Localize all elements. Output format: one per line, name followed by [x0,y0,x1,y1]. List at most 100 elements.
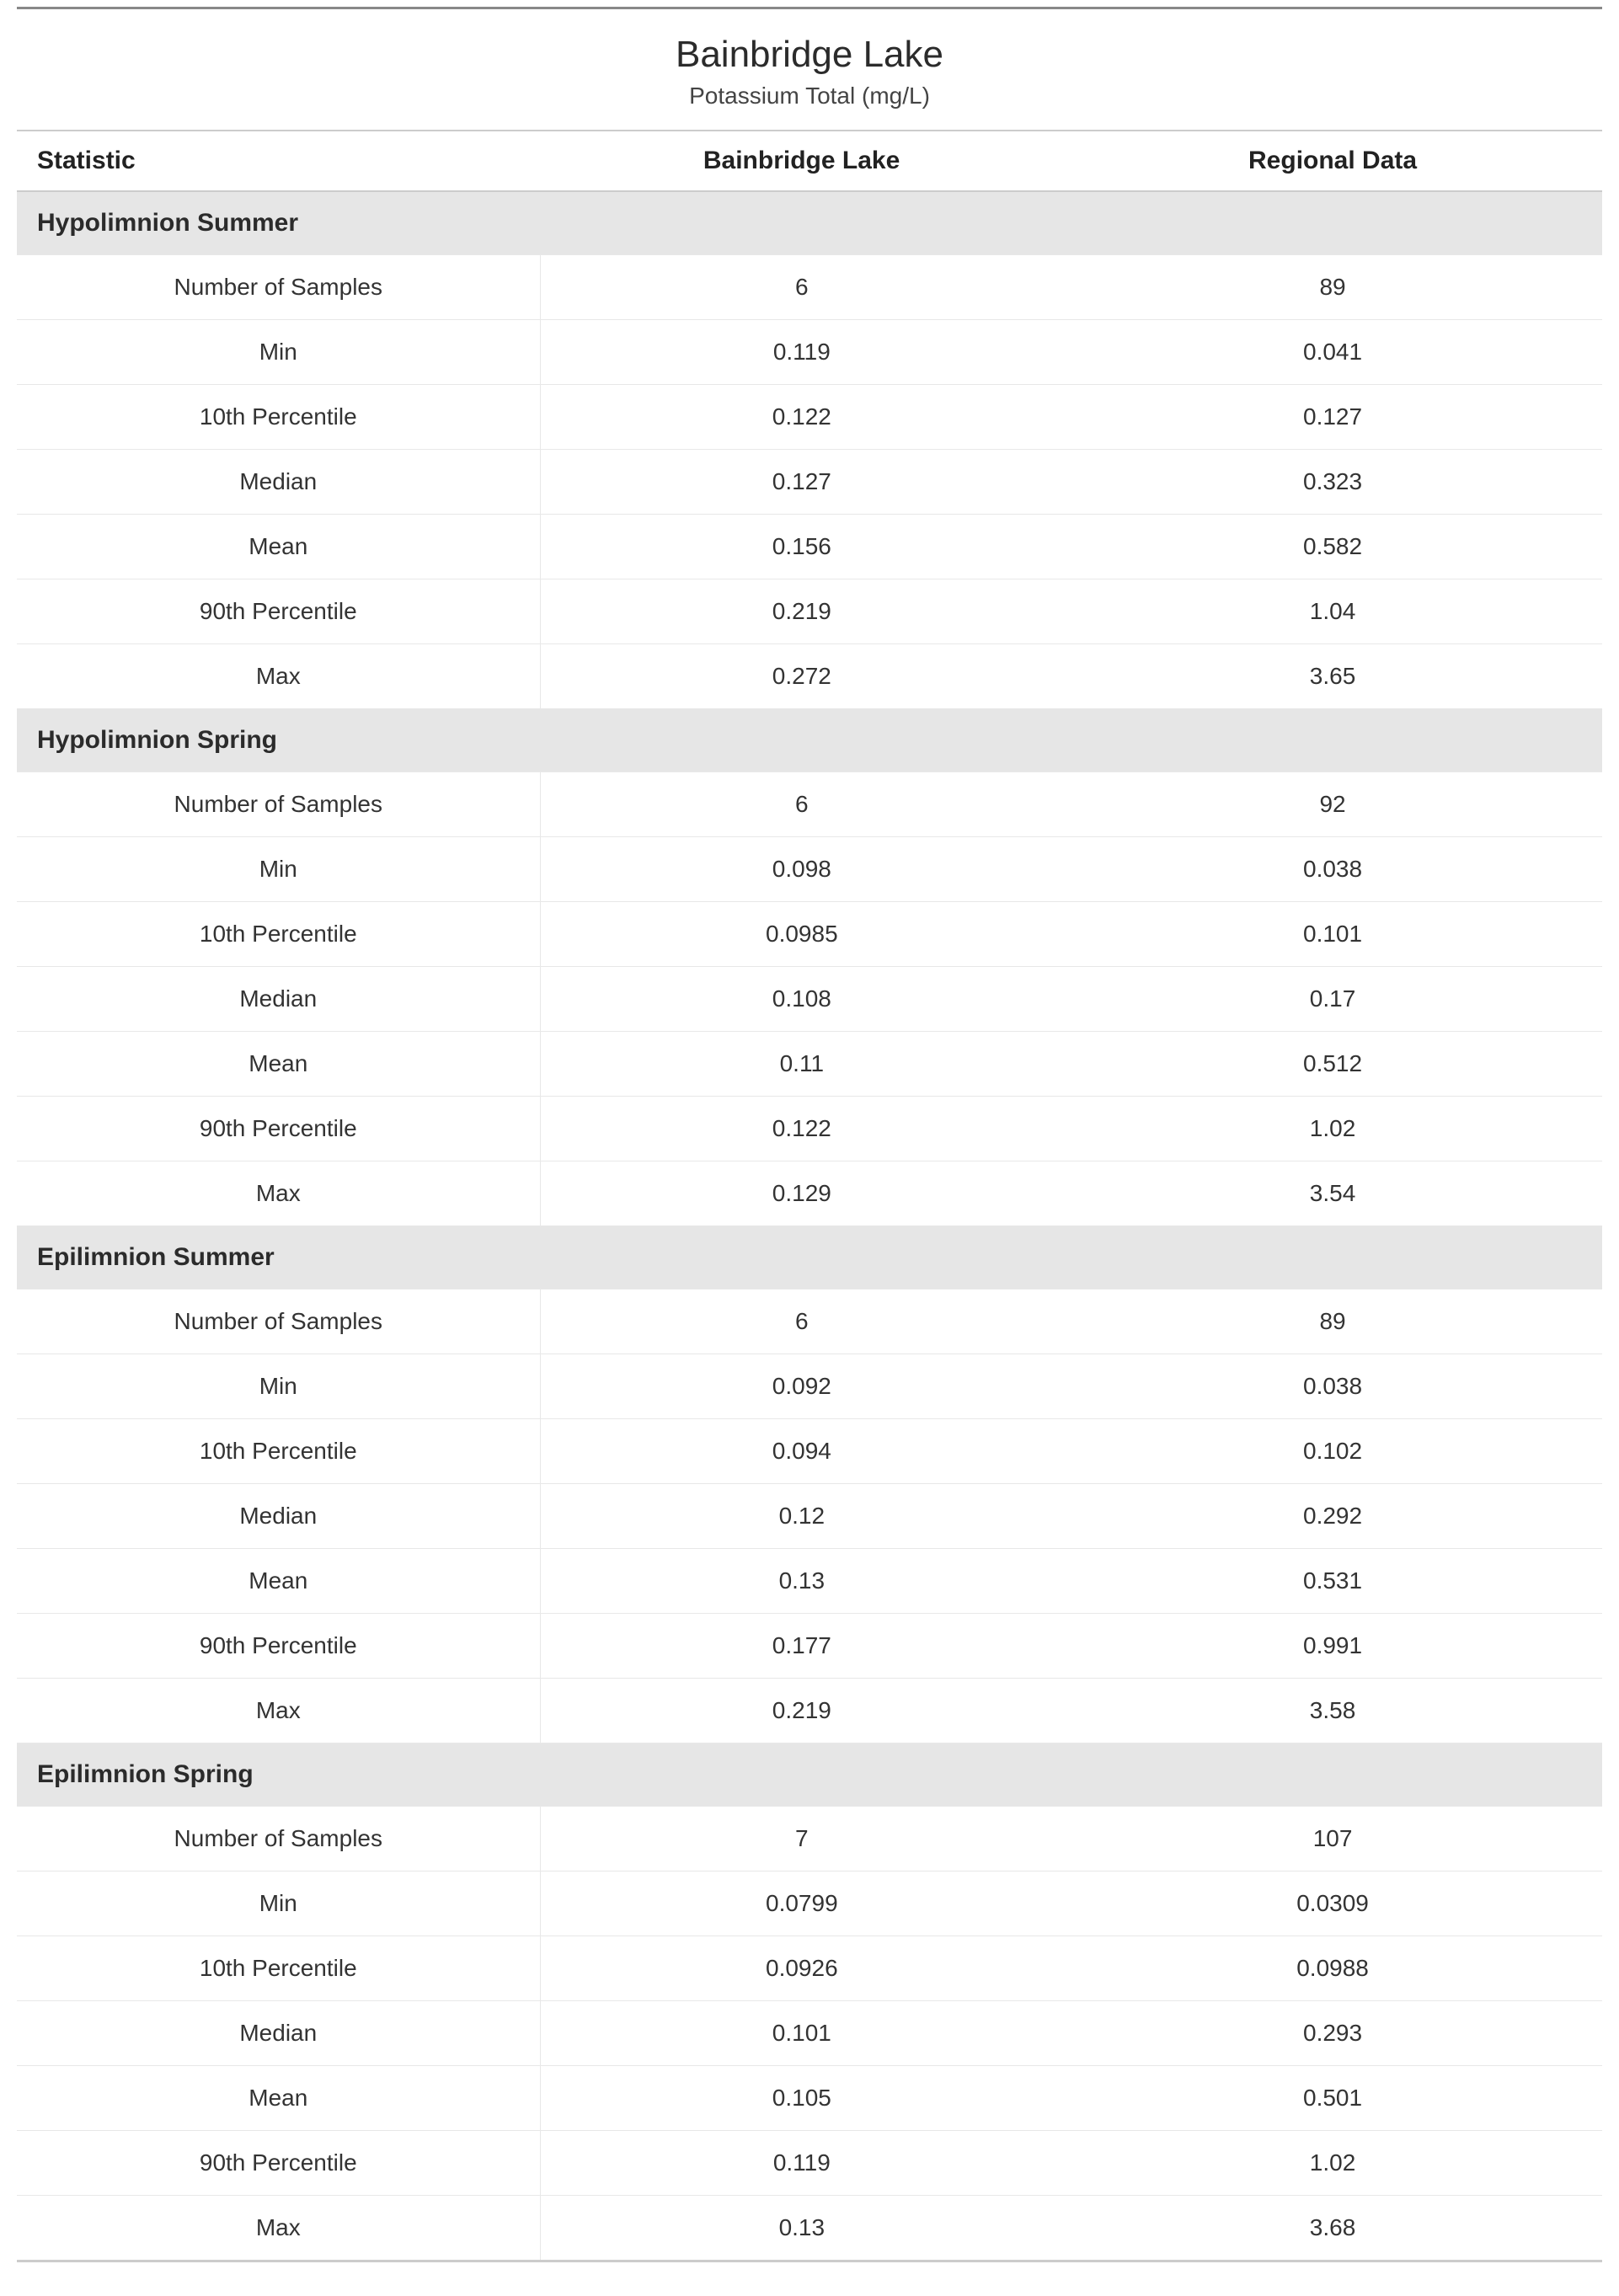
value-regional: 0.292 [1063,1483,1602,1548]
section-title: Hypolimnion Spring [17,708,1602,772]
value-regional: 3.54 [1063,1161,1602,1225]
table-row: Number of Samples689 [17,254,1602,319]
stat-label: Min [17,1354,540,1418]
value-regional: 0.0988 [1063,1936,1602,2000]
value-site: 0.0799 [540,1871,1063,1936]
section-title: Epilimnion Summer [17,1225,1602,1289]
table-row: Median0.1010.293 [17,2000,1602,2065]
value-regional: 0.127 [1063,384,1602,449]
value-regional: 89 [1063,254,1602,319]
table-row: Min0.1190.041 [17,319,1602,384]
value-site: 0.122 [540,384,1063,449]
stat-label: Number of Samples [17,1806,540,1871]
value-site: 0.122 [540,1096,1063,1161]
stat-label: Number of Samples [17,1289,540,1354]
value-site: 0.094 [540,1418,1063,1483]
table-row: 10th Percentile0.09850.101 [17,901,1602,966]
value-regional: 0.17 [1063,966,1602,1031]
value-regional: 0.512 [1063,1031,1602,1096]
stat-label: Mean [17,2065,540,2130]
value-regional: 0.102 [1063,1418,1602,1483]
stat-label: Number of Samples [17,254,540,319]
stat-label: Mean [17,1548,540,1613]
table-row: 10th Percentile0.09260.0988 [17,1936,1602,2000]
value-site: 0.092 [540,1354,1063,1418]
stat-label: Mean [17,514,540,579]
value-regional: 0.531 [1063,1548,1602,1613]
value-site: 0.13 [540,2195,1063,2261]
stat-label: 90th Percentile [17,579,540,643]
stat-label: 10th Percentile [17,384,540,449]
table-row: Mean0.110.512 [17,1031,1602,1096]
table-row: Median0.1080.17 [17,966,1602,1031]
section-header-row: Epilimnion Spring [17,1743,1602,1806]
value-site: 0.129 [540,1161,1063,1225]
value-site: 0.13 [540,1548,1063,1613]
stat-label: Mean [17,1031,540,1096]
value-regional: 1.02 [1063,2130,1602,2195]
table-row: Number of Samples692 [17,772,1602,836]
table-row: 90th Percentile0.2191.04 [17,579,1602,643]
bottom-rule [17,2261,1602,2262]
stat-label: Median [17,966,540,1031]
value-site: 0.119 [540,319,1063,384]
value-regional: 0.293 [1063,2000,1602,2065]
stat-label: Max [17,1161,540,1225]
statistics-table: Statistic Bainbridge Lake Regional Data … [17,131,1602,2261]
value-site: 7 [540,1806,1063,1871]
table-row: Min0.0920.038 [17,1354,1602,1418]
value-regional: 3.58 [1063,1678,1602,1743]
col-header-statistic: Statistic [17,131,540,191]
value-regional: 3.68 [1063,2195,1602,2261]
stat-label: 90th Percentile [17,1613,540,1678]
value-regional: 0.323 [1063,449,1602,514]
value-regional: 0.041 [1063,319,1602,384]
value-regional: 89 [1063,1289,1602,1354]
stat-label: Max [17,2195,540,2261]
value-site: 0.156 [540,514,1063,579]
stat-label: Max [17,1678,540,1743]
stat-label: Median [17,449,540,514]
stat-label: Min [17,1871,540,1936]
stat-label: 90th Percentile [17,1096,540,1161]
value-site: 0.0926 [540,1936,1063,2000]
table-body: Hypolimnion SummerNumber of Samples689Mi… [17,191,1602,2261]
value-regional: 0.038 [1063,836,1602,901]
table-row: Number of Samples7107 [17,1806,1602,1871]
value-site: 0.177 [540,1613,1063,1678]
value-site: 0.219 [540,579,1063,643]
stat-label: 10th Percentile [17,901,540,966]
col-header-site: Bainbridge Lake [540,131,1063,191]
page-subtitle: Potassium Total (mg/L) [17,83,1602,109]
value-regional: 3.65 [1063,643,1602,708]
table-row: 90th Percentile0.1770.991 [17,1613,1602,1678]
value-site: 6 [540,1289,1063,1354]
table-row: Min0.07990.0309 [17,1871,1602,1936]
table-row: Median0.120.292 [17,1483,1602,1548]
value-site: 0.219 [540,1678,1063,1743]
value-site: 6 [540,254,1063,319]
value-site: 0.12 [540,1483,1063,1548]
value-site: 0.127 [540,449,1063,514]
stat-label: Median [17,2000,540,2065]
value-regional: 0.991 [1063,1613,1602,1678]
table-row: Median0.1270.323 [17,449,1602,514]
value-regional: 1.02 [1063,1096,1602,1161]
value-site: 0.0985 [540,901,1063,966]
value-regional: 0.0309 [1063,1871,1602,1936]
table-row: Number of Samples689 [17,1289,1602,1354]
table-row: Mean0.1560.582 [17,514,1602,579]
value-site: 0.098 [540,836,1063,901]
stat-label: 10th Percentile [17,1418,540,1483]
table-row: Max0.1293.54 [17,1161,1602,1225]
column-header-row: Statistic Bainbridge Lake Regional Data [17,131,1602,191]
value-site: 6 [540,772,1063,836]
page-container: Bainbridge Lake Potassium Total (mg/L) S… [0,7,1619,2296]
stat-label: Min [17,836,540,901]
stat-label: Number of Samples [17,772,540,836]
stat-label: Median [17,1483,540,1548]
value-site: 0.108 [540,966,1063,1031]
stat-label: 10th Percentile [17,1936,540,2000]
value-regional: 107 [1063,1806,1602,1871]
value-site: 0.272 [540,643,1063,708]
